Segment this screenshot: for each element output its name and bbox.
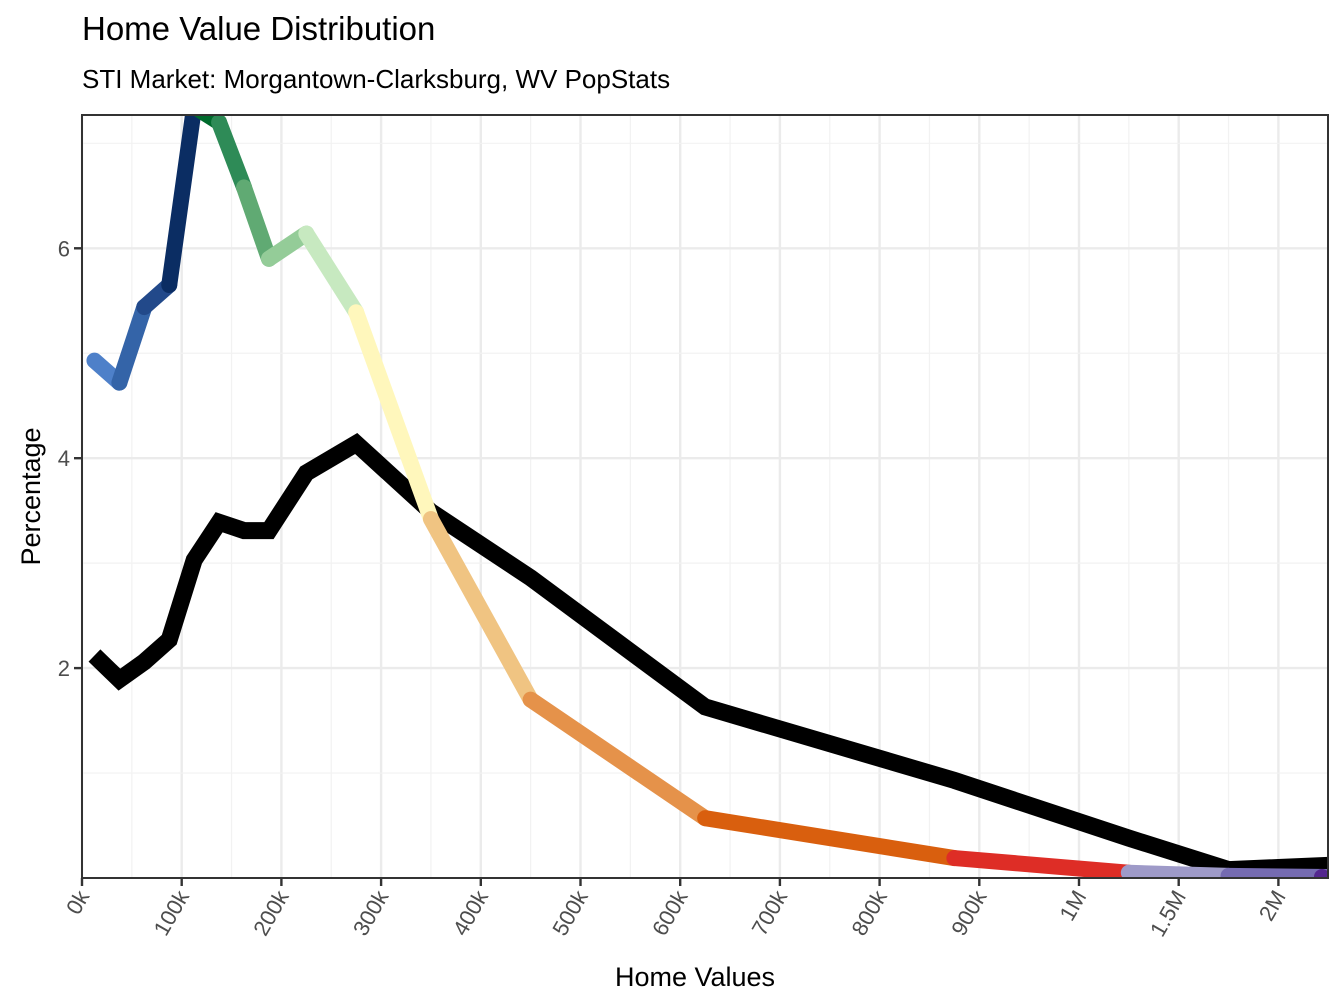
series-segment xyxy=(1120,864,1237,878)
series-segment xyxy=(522,691,714,827)
x-tick-label: 700k xyxy=(747,885,793,940)
y-tick-label: 4 xyxy=(58,446,70,471)
x-tick-label: 0k xyxy=(61,885,95,918)
series-layer xyxy=(86,115,1328,878)
series-segment xyxy=(161,115,202,294)
x-tick-label: 1M xyxy=(1054,886,1091,925)
series-segment xyxy=(236,179,277,267)
series-segment xyxy=(422,511,539,708)
series-segment xyxy=(946,850,1137,878)
panel-background xyxy=(82,115,1328,878)
x-tick-label: 2M xyxy=(1254,886,1291,925)
series-segment xyxy=(111,299,153,391)
x-tick-label: 800k xyxy=(846,885,892,940)
x-axis-title: Home Values xyxy=(615,962,775,992)
series-end-point xyxy=(1314,868,1328,878)
x-tick-label: 1.5M xyxy=(1145,886,1191,941)
x-tick-label: 100k xyxy=(149,885,195,940)
y-tick-label: 2 xyxy=(58,656,70,681)
chart-title: Home Value Distribution xyxy=(82,10,436,47)
chart-subtitle: STI Market: Morgantown-Clarksburg, WV Po… xyxy=(82,64,671,94)
grid-layer xyxy=(80,115,1328,878)
y-axis-title: Percentage xyxy=(16,427,46,565)
x-tick-label: 500k xyxy=(547,885,593,940)
x-tick-label: 200k xyxy=(248,885,294,940)
panel-border xyxy=(81,114,1329,879)
series-line-comparison xyxy=(88,432,1328,878)
series-segment xyxy=(211,115,253,196)
x-tick-label: 900k xyxy=(946,885,992,940)
series-segment xyxy=(348,304,439,528)
y-tick-label: 6 xyxy=(58,236,70,261)
series-segment xyxy=(1220,867,1328,878)
series-segment xyxy=(298,225,365,321)
x-tick-label: 600k xyxy=(647,885,693,940)
x-tick-label: 300k xyxy=(348,885,394,940)
series-segment xyxy=(697,810,963,867)
x-tick-label: 400k xyxy=(448,885,494,940)
